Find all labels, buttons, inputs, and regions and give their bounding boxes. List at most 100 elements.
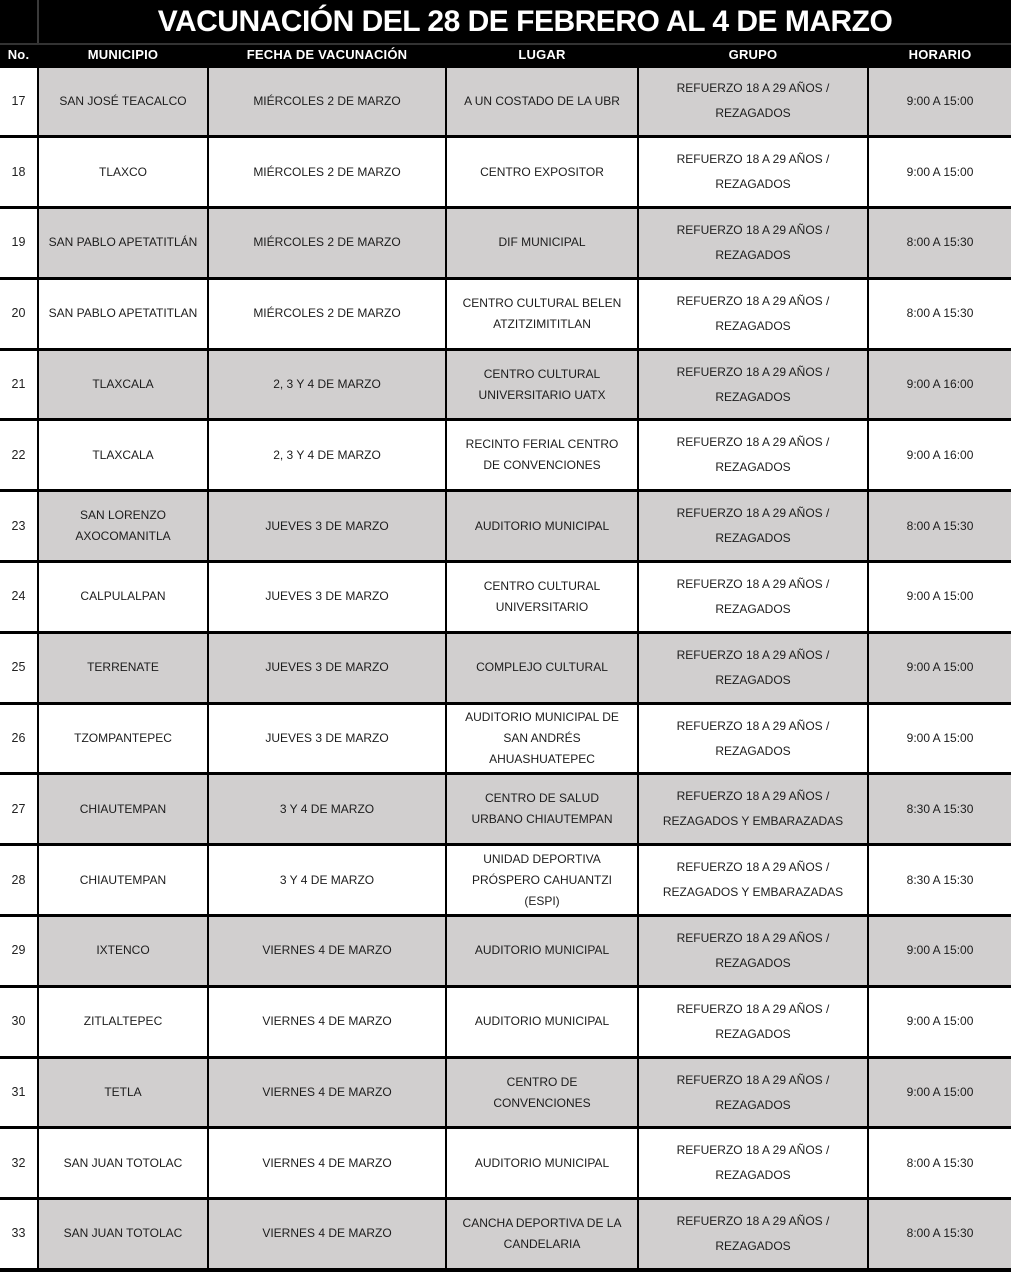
cell-lugar: AUDITORIO MUNICIPAL DE SAN ANDRÉS AHUASH… xyxy=(445,701,639,776)
cell-grupo: REFUERZO 18 A 29 AÑOS / REZAGADOS xyxy=(637,630,869,705)
column-header-no: No. xyxy=(0,43,39,68)
cell-lugar: AUDITORIO MUNICIPAL xyxy=(445,984,639,1059)
table-row: 25 TERRENATE JUEVES 3 DE MARZO COMPLEJO … xyxy=(0,630,1011,705)
row-number: 23 xyxy=(0,489,39,564)
cell-lugar: CENTRO CULTURAL UNIVERSITARIO UATX xyxy=(445,347,639,422)
cell-municipio: IXTENCO xyxy=(37,914,209,988)
row-number: 21 xyxy=(0,347,39,422)
cell-horario: 9:00 A 15:00 xyxy=(866,1055,1011,1130)
cell-horario: 9:00 A 15:00 xyxy=(866,630,1011,705)
cell-grupo: REFUERZO 18 A 29 AÑOS / REZAGADOS xyxy=(637,914,869,988)
cell-fecha-vacunacion: VIERNES 4 DE MARZO xyxy=(207,1126,447,1201)
table-row: 29 IXTENCO VIERNES 4 DE MARZO AUDITORIO … xyxy=(0,914,1011,988)
table-body: 17 SAN JOSÉ TEACALCO MIÉRCOLES 2 DE MARZ… xyxy=(0,64,1011,1272)
cell-municipio: TETLA xyxy=(37,1055,209,1130)
cell-lugar: A UN COSTADO DE LA UBR xyxy=(445,64,639,139)
cell-fecha-vacunacion: VIERNES 4 DE MARZO xyxy=(207,1055,447,1130)
row-number: 25 xyxy=(0,630,39,705)
cell-grupo: REFUERZO 18 A 29 AÑOS / REZAGADOS Y EMBA… xyxy=(637,772,869,847)
row-number: 28 xyxy=(0,843,39,918)
table-row: 19 SAN PABLO APETATITLÁN MIÉRCOLES 2 DE … xyxy=(0,206,1011,280)
cell-lugar: DIF MUNICIPAL xyxy=(445,206,639,280)
cell-horario: 8:00 A 15:30 xyxy=(866,1126,1011,1201)
column-header-grupo: GRUPO xyxy=(637,43,869,68)
cell-lugar: CENTRO CULTURAL UNIVERSITARIO xyxy=(445,560,639,634)
cell-fecha-vacunacion: JUEVES 3 DE MARZO xyxy=(207,630,447,705)
cell-horario: 8:30 A 15:30 xyxy=(866,772,1011,847)
cell-fecha-vacunacion: MIÉRCOLES 2 DE MARZO xyxy=(207,206,447,280)
cell-municipio: ZITLALTEPEC xyxy=(37,984,209,1059)
table-row: 33 SAN JUAN TOTOLAC VIERNES 4 DE MARZO C… xyxy=(0,1197,1011,1272)
table-row: 18 TLAXCO MIÉRCOLES 2 DE MARZO CENTRO EX… xyxy=(0,135,1011,210)
table-row: 20 SAN PABLO APETATITLAN MIÉRCOLES 2 DE … xyxy=(0,276,1011,351)
cell-horario: 9:00 A 15:00 xyxy=(866,64,1011,139)
row-number: 27 xyxy=(0,772,39,847)
cell-horario: 9:00 A 15:00 xyxy=(866,135,1011,210)
cell-lugar: CENTRO DE SALUD URBANO CHIAUTEMPAN xyxy=(445,772,639,847)
cell-horario: 9:00 A 15:00 xyxy=(866,914,1011,988)
cell-lugar: AUDITORIO MUNICIPAL xyxy=(445,489,639,564)
row-number: 19 xyxy=(0,206,39,280)
cell-lugar: CANCHA DEPORTIVA DE LA CANDELARIA xyxy=(445,1197,639,1272)
cell-municipio: TZOMPANTEPEC xyxy=(37,701,209,776)
cell-municipio: SAN JUAN TOTOLAC xyxy=(37,1126,209,1201)
cell-fecha-vacunacion: 3 Y 4 DE MARZO xyxy=(207,772,447,847)
cell-fecha-vacunacion: JUEVES 3 DE MARZO xyxy=(207,701,447,776)
cell-municipio: TLAXCO xyxy=(37,135,209,210)
cell-horario: 8:00 A 15:30 xyxy=(866,489,1011,564)
title-row: VACUNACIÓN DEL 28 DE FEBRERO AL 4 DE MAR… xyxy=(0,0,1011,45)
column-header-lugar: LUGAR xyxy=(445,43,639,68)
cell-lugar: COMPLEJO CULTURAL xyxy=(445,630,639,705)
cell-fecha-vacunacion: VIERNES 4 DE MARZO xyxy=(207,984,447,1059)
cell-lugar: CENTRO CULTURAL BELEN ATZITZIMITITLAN xyxy=(445,276,639,351)
cell-municipio: SAN JOSÉ TEACALCO xyxy=(37,64,209,139)
cell-fecha-vacunacion: MIÉRCOLES 2 DE MARZO xyxy=(207,64,447,139)
row-number: 22 xyxy=(0,418,39,493)
cell-fecha-vacunacion: VIERNES 4 DE MARZO xyxy=(207,914,447,988)
cell-fecha-vacunacion: MIÉRCOLES 2 DE MARZO xyxy=(207,276,447,351)
cell-grupo: REFUERZO 18 A 29 AÑOS / REZAGADOS xyxy=(637,206,869,280)
cell-municipio: CHIAUTEMPAN xyxy=(37,843,209,918)
table-row: 22 TLAXCALA 2, 3 Y 4 DE MARZO RECINTO FE… xyxy=(0,418,1011,493)
cell-municipio: SAN JUAN TOTOLAC xyxy=(37,1197,209,1272)
cell-grupo: REFUERZO 18 A 29 AÑOS / REZAGADOS xyxy=(637,1197,869,1272)
cell-municipio: CALPULALPAN xyxy=(37,560,209,634)
cell-grupo: REFUERZO 18 A 29 AÑOS / REZAGADOS xyxy=(637,701,869,776)
column-header-municipio: MUNICIPIO xyxy=(37,43,209,68)
column-header-horario: HORARIO xyxy=(866,43,1011,68)
row-number: 33 xyxy=(0,1197,39,1272)
row-number: 30 xyxy=(0,984,39,1059)
cell-horario: 9:00 A 15:00 xyxy=(866,560,1011,634)
row-number: 17 xyxy=(0,64,39,139)
cell-fecha-vacunacion: 2, 3 Y 4 DE MARZO xyxy=(207,418,447,493)
row-number: 29 xyxy=(0,914,39,988)
row-number: 26 xyxy=(0,701,39,776)
cell-fecha-vacunacion: JUEVES 3 DE MARZO xyxy=(207,560,447,634)
row-number: 31 xyxy=(0,1055,39,1130)
cell-fecha-vacunacion: 2, 3 Y 4 DE MARZO xyxy=(207,347,447,422)
cell-fecha-vacunacion: 3 Y 4 DE MARZO xyxy=(207,843,447,918)
cell-municipio: TLAXCALA xyxy=(37,418,209,493)
table-row: 17 SAN JOSÉ TEACALCO MIÉRCOLES 2 DE MARZ… xyxy=(0,64,1011,139)
cell-grupo: REFUERZO 18 A 29 AÑOS / REZAGADOS xyxy=(637,1126,869,1201)
cell-horario: 8:00 A 15:30 xyxy=(866,276,1011,351)
cell-horario: 8:00 A 15:30 xyxy=(866,206,1011,280)
cell-municipio: CHIAUTEMPAN xyxy=(37,772,209,847)
cell-fecha-vacunacion: JUEVES 3 DE MARZO xyxy=(207,489,447,564)
cell-municipio: SAN LORENZO AXOCOMANITLA xyxy=(37,489,209,564)
row-number: 32 xyxy=(0,1126,39,1201)
cell-grupo: REFUERZO 18 A 29 AÑOS / REZAGADOS xyxy=(637,984,869,1059)
cell-horario: 9:00 A 15:00 xyxy=(866,984,1011,1059)
column-header-fecha: FECHA DE VACUNACIÓN xyxy=(207,43,447,68)
cell-horario: 9:00 A 15:00 xyxy=(866,701,1011,776)
row-number: 18 xyxy=(0,135,39,210)
cell-municipio: SAN PABLO APETATITLÁN xyxy=(37,206,209,280)
cell-fecha-vacunacion: VIERNES 4 DE MARZO xyxy=(207,1197,447,1272)
cell-lugar: AUDITORIO MUNICIPAL xyxy=(445,1126,639,1201)
table-row: 26 TZOMPANTEPEC JUEVES 3 DE MARZO AUDITO… xyxy=(0,701,1011,776)
cell-horario: 8:30 A 15:30 xyxy=(866,843,1011,918)
cell-grupo: REFUERZO 18 A 29 AÑOS / REZAGADOS xyxy=(637,560,869,634)
table-row: 28 CHIAUTEMPAN 3 Y 4 DE MARZO UNIDAD DEP… xyxy=(0,843,1011,918)
table-row: 21 TLAXCALA 2, 3 Y 4 DE MARZO CENTRO CUL… xyxy=(0,347,1011,422)
